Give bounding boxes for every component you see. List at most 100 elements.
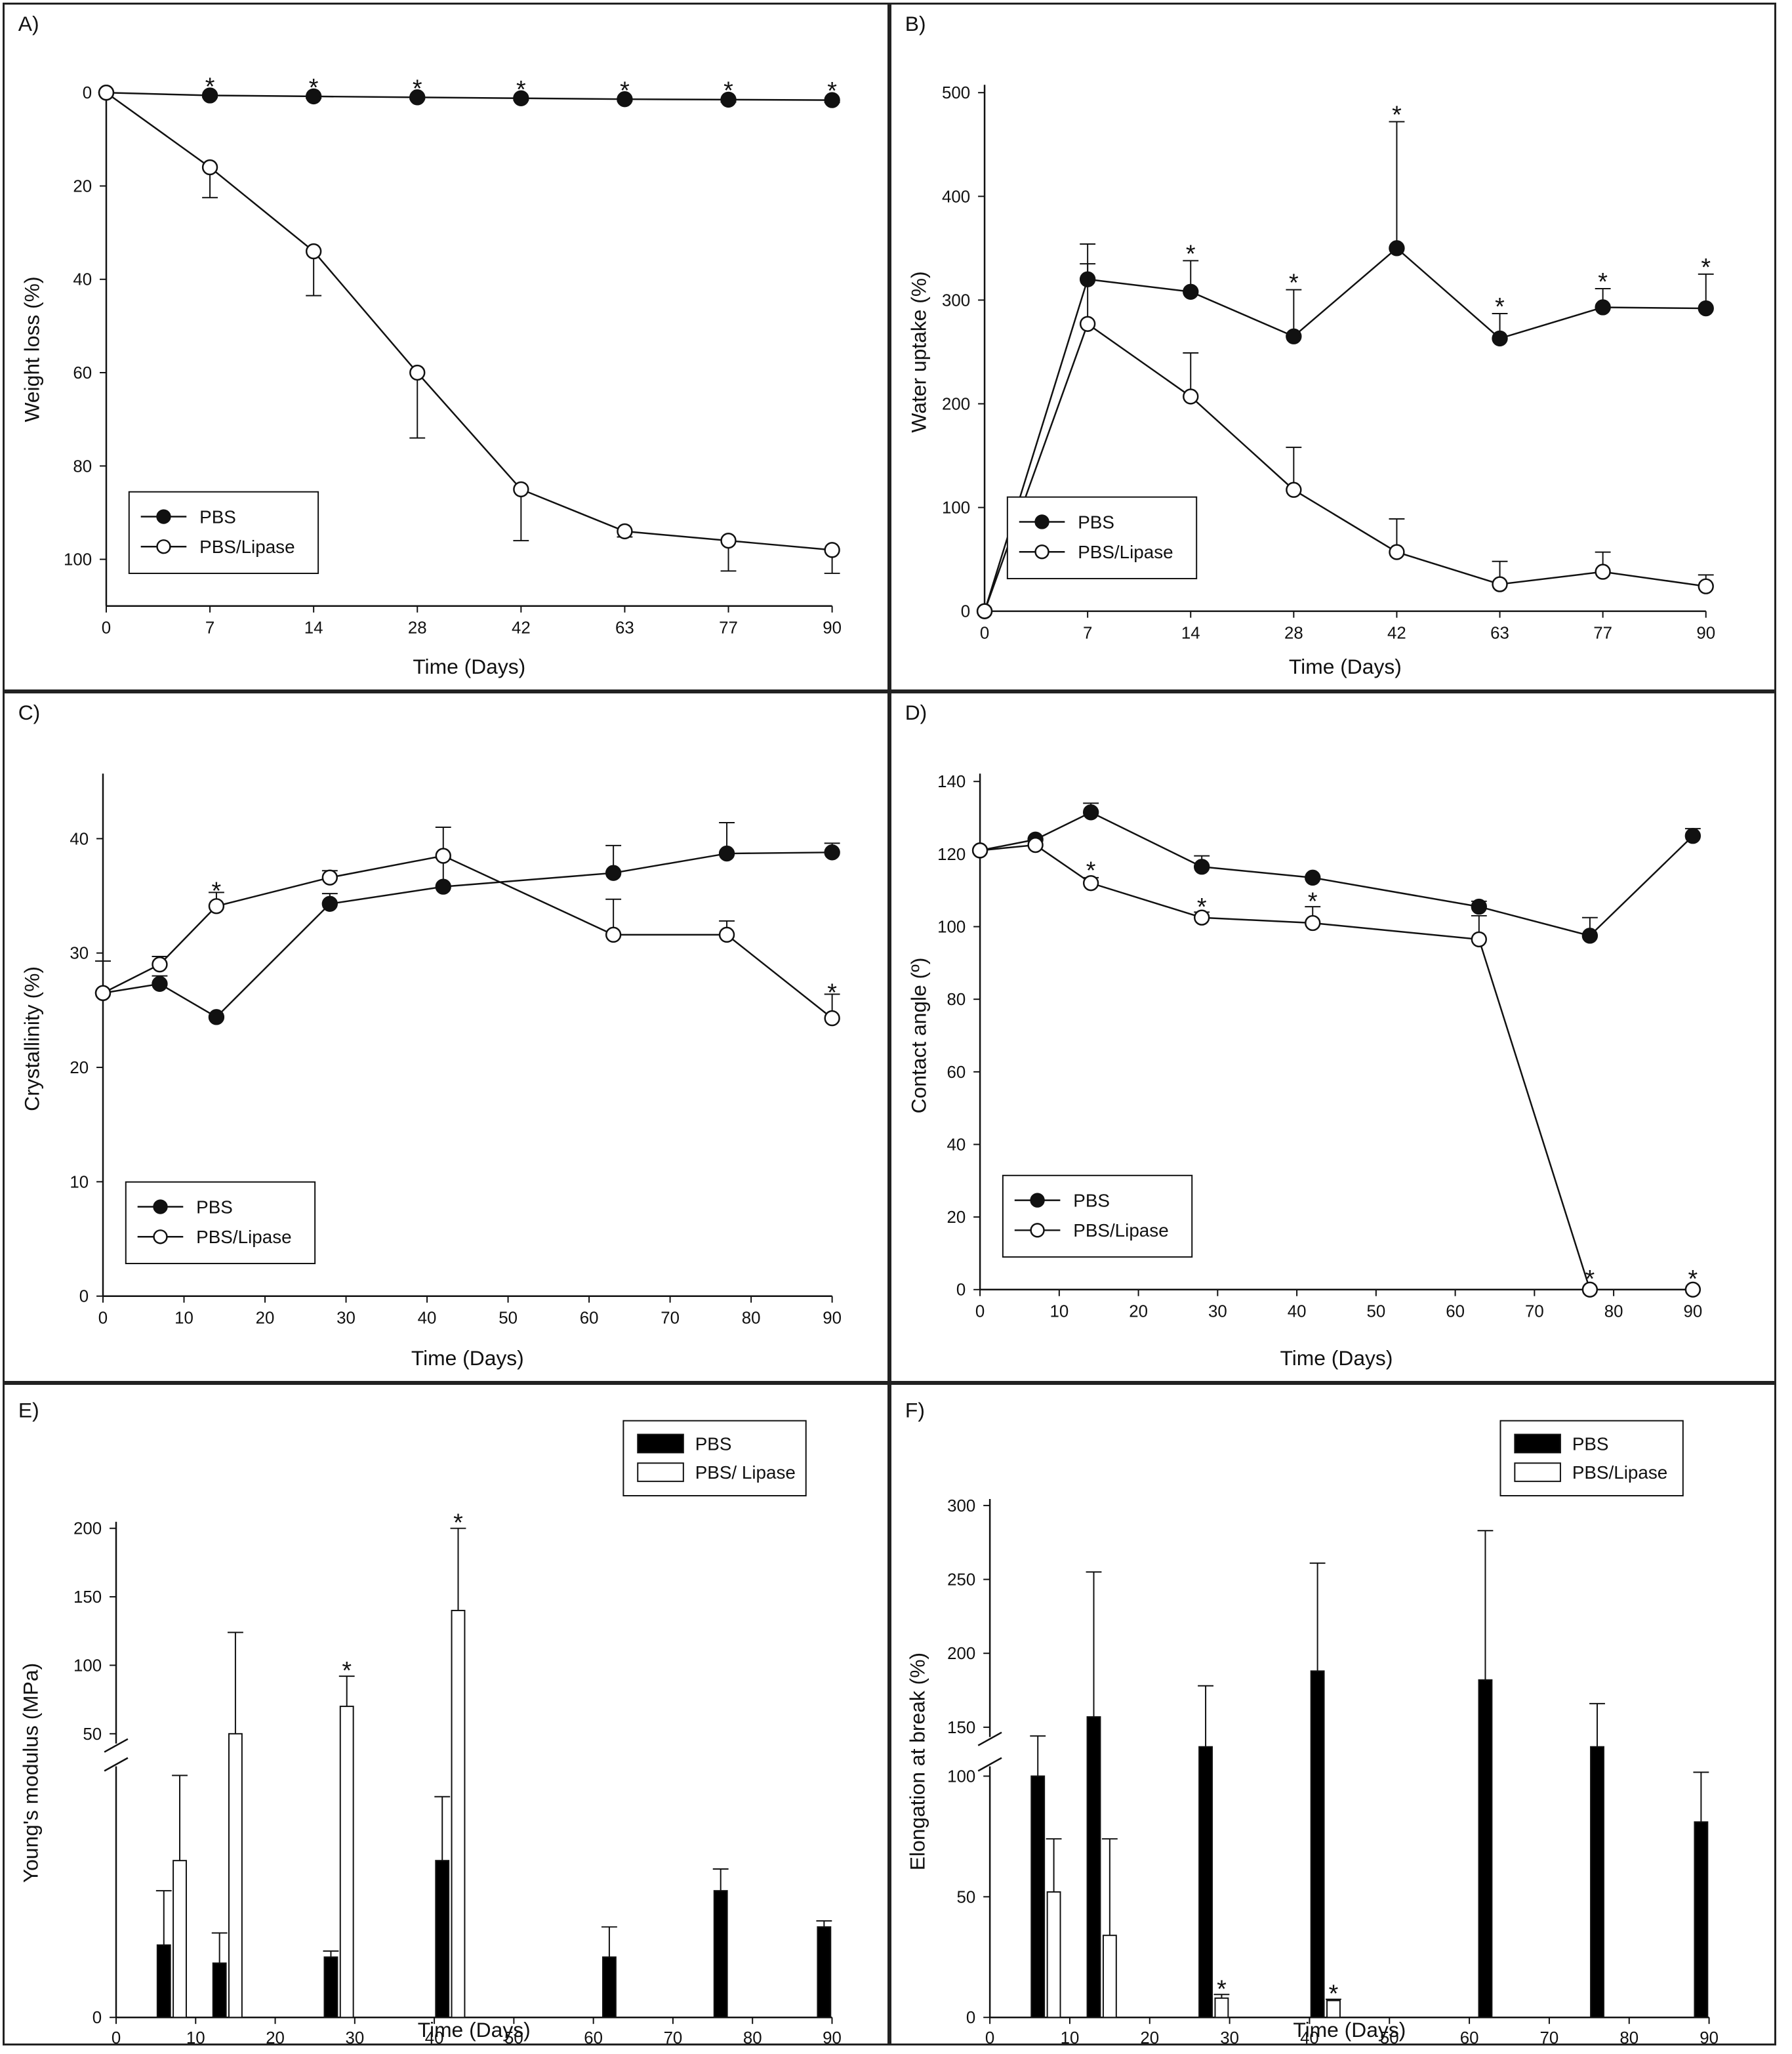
y-tick-label: 500 xyxy=(942,84,970,102)
data-point xyxy=(1286,328,1302,344)
x-tick-label: 10 xyxy=(174,1309,193,1328)
data-point xyxy=(971,842,988,859)
panel-f-elongation-at-break: F) 0 10 20 30 40 50 60 70 80 90 150 200 250 300 0 50 100 T… xyxy=(889,1383,1776,2045)
y-tick-label: 20 xyxy=(70,1059,89,1077)
legend-label: PBS xyxy=(1078,512,1114,532)
bar-pbs xyxy=(817,1926,832,2019)
significance-star: * xyxy=(342,1657,352,1685)
data-point xyxy=(1286,482,1302,498)
x-tick-label: 40 xyxy=(418,1309,437,1328)
significance-star: * xyxy=(1289,270,1299,297)
data-point xyxy=(435,878,451,895)
bar-pbs xyxy=(212,1962,227,2019)
legend-swatch xyxy=(637,1433,684,1454)
legend-label: PBS xyxy=(196,1197,233,1217)
x-tick-label: 42 xyxy=(1387,624,1406,642)
significance-star: * xyxy=(413,75,422,102)
y-tick-label: 120 xyxy=(937,846,966,864)
panel-label: B) xyxy=(905,12,926,35)
chart-water-uptake: B) 0 7 14 28 42 63 77 90 0 100 200 300 400 500 Time (Da… xyxy=(905,12,1715,678)
y-tick-label: 30 xyxy=(70,945,89,963)
panel-e-youngs-modulus: E) 0 10 20 30 40 50 60 70 80 90 50 100 150 200 0 Time (D… xyxy=(3,1383,889,2045)
y-axis-label: Young's modulus (MPa) xyxy=(19,1663,43,1883)
x-tick-label: 50 xyxy=(504,2029,523,2044)
x-tick-label: 0 xyxy=(985,2029,994,2044)
y-tick-label: 0 xyxy=(79,1288,89,1306)
series-line-0 xyxy=(106,91,832,101)
bar-pbs xyxy=(1694,1821,1709,2019)
data-point xyxy=(305,88,322,105)
x-tick-label: 14 xyxy=(1181,624,1200,642)
y-tick-label: 60 xyxy=(73,364,92,382)
y-tick-label: 20 xyxy=(947,1208,966,1227)
data-point xyxy=(824,92,840,108)
significance-star: * xyxy=(1329,1981,1339,2008)
significance-star: * xyxy=(453,1510,463,1537)
x-tick-label: 60 xyxy=(580,1309,599,1328)
x-tick-label: 70 xyxy=(664,2029,683,2044)
significance-star: * xyxy=(827,979,837,1006)
x-tick-label: 63 xyxy=(615,619,634,637)
data-point xyxy=(152,956,168,973)
data-point xyxy=(321,895,338,912)
x-tick-label: 7 xyxy=(1083,624,1092,642)
panel-label: D) xyxy=(905,701,927,724)
panel-label: C) xyxy=(18,701,41,724)
x-tick-label: 14 xyxy=(304,619,323,637)
y-tick-label: 100 xyxy=(947,1767,975,1786)
y-axis-label: Crystallinity (%) xyxy=(20,966,44,1111)
x-tick-label: 0 xyxy=(975,1303,985,1321)
y-tick-label: 0 xyxy=(956,1281,966,1300)
x-tick-label: 10 xyxy=(1049,1303,1069,1321)
x-tick-label: 77 xyxy=(1593,624,1612,642)
data-point xyxy=(321,869,338,886)
data-point xyxy=(409,89,426,106)
data-point xyxy=(617,523,633,540)
series-line-1 xyxy=(983,322,1706,612)
data-point xyxy=(1082,874,1099,892)
bar-pbs xyxy=(156,1944,171,2019)
x-tick-label: 42 xyxy=(512,619,531,637)
legend-label: PBS/ Lipase xyxy=(695,1462,796,1483)
legend-marker xyxy=(153,1229,168,1244)
y-tick-label: 20 xyxy=(73,177,92,195)
data-point xyxy=(1492,330,1508,347)
data-point xyxy=(1305,914,1321,932)
x-tick-label: 30 xyxy=(1220,2029,1239,2044)
y-tick-label: 100 xyxy=(73,1656,102,1675)
x-tick-label: 40 xyxy=(425,2029,444,2044)
x-axis-label: Time (Days) xyxy=(1293,2018,1406,2042)
bar-pbs xyxy=(323,1956,338,2019)
data-point xyxy=(1595,299,1611,316)
y-axis-label: Water uptake (%) xyxy=(907,271,931,432)
data-point xyxy=(1079,316,1096,332)
significance-star: * xyxy=(1701,254,1711,281)
x-tick-label: 40 xyxy=(1288,1303,1307,1321)
x-tick-label: 80 xyxy=(743,2029,762,2044)
y-tick-label: 50 xyxy=(957,1888,976,1906)
y-tick-label: 40 xyxy=(947,1136,966,1154)
y-tick-label: 140 xyxy=(937,773,966,791)
data-point xyxy=(98,85,115,101)
data-point xyxy=(976,603,993,619)
x-tick-label: 63 xyxy=(1490,624,1509,642)
legend-box xyxy=(125,1181,316,1265)
legend-swatch xyxy=(1514,1433,1561,1454)
x-tick-label: 80 xyxy=(1604,1303,1623,1321)
significance-star: * xyxy=(1217,1975,1227,2003)
significance-star: * xyxy=(309,74,319,102)
y-tick-label: 100 xyxy=(64,551,92,569)
x-tick-label: 50 xyxy=(499,1309,518,1328)
x-tick-label: 60 xyxy=(1460,2029,1479,2044)
x-axis-label: Time (Days) xyxy=(411,1346,524,1370)
x-tick-label: 90 xyxy=(823,2029,842,2044)
axis-break-mark xyxy=(104,1738,129,1753)
y-tick-label: 40 xyxy=(70,830,89,848)
chart-crystallinity: C) 0 10 20 30 40 50 60 70 80 90 0 10 20 30 40 Time (Days… xyxy=(18,701,842,1370)
panel-label: E) xyxy=(18,1399,39,1422)
x-tick-label: 30 xyxy=(336,1309,356,1328)
series-line-1 xyxy=(106,92,832,551)
bar-pbs xyxy=(1590,1746,1604,2019)
legend-marker xyxy=(156,509,171,524)
y-tick-label: 100 xyxy=(937,918,966,936)
